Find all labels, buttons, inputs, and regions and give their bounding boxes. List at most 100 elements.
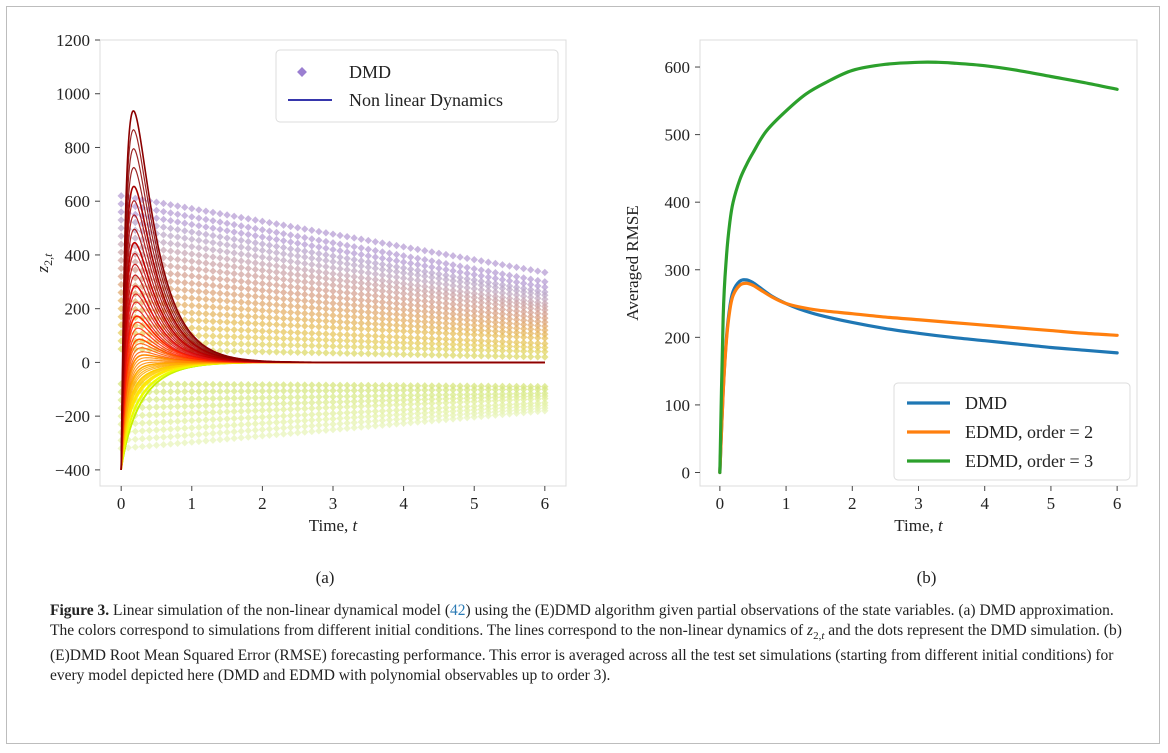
x-tick-label: 4 (980, 494, 989, 513)
dmd-point (534, 334, 542, 342)
dmd-point (336, 349, 344, 357)
dmd-point (202, 380, 210, 389)
dmd-point (541, 407, 549, 415)
dmd-point (308, 410, 316, 419)
dmd-point (216, 303, 224, 312)
dmd-point (173, 240, 182, 249)
dmd-point (209, 296, 217, 304)
y-tick-label: −200 (55, 407, 90, 426)
dmd-point (428, 399, 436, 408)
dmd-point (364, 258, 372, 266)
dmd-point (301, 303, 309, 311)
dmd-point (421, 413, 429, 421)
dmd-point (322, 336, 330, 344)
dmd-point (378, 298, 387, 306)
dmd-point (484, 317, 493, 326)
dmd-point (392, 415, 401, 424)
dmd-point (173, 248, 182, 256)
dmd-point (308, 310, 316, 318)
dmd-point (442, 335, 450, 343)
dmd-point (258, 260, 267, 268)
dmd-point (308, 329, 316, 337)
dmd-series-5 (117, 232, 549, 303)
dmd-series-23 (117, 392, 549, 412)
legend-b-box (893, 382, 1131, 481)
dmd-point (237, 298, 245, 306)
dmd-point (301, 393, 309, 401)
dmd-point (216, 325, 224, 333)
dmd-point (202, 223, 210, 231)
x-tick-label: 6 (1113, 494, 1122, 513)
dmd-point (477, 312, 485, 321)
dmd-point (414, 344, 422, 353)
dmd-point (449, 286, 457, 295)
dmd-point (534, 395, 542, 403)
dmd-point (442, 345, 450, 353)
dmd-point (117, 264, 125, 273)
equation-ref-link[interactable]: 42 (450, 602, 466, 619)
dmd-point (181, 395, 189, 403)
dmd-point (534, 330, 542, 338)
dmd-point (421, 267, 429, 276)
dmd-point (378, 392, 387, 400)
dmd-point (251, 259, 260, 267)
dmd-point (343, 294, 351, 303)
dmd-point (406, 327, 415, 336)
dmd-point (456, 336, 464, 344)
dmd-point (223, 290, 231, 298)
dmd-point (322, 421, 330, 429)
dmd-point (534, 290, 542, 298)
dmd-point (294, 258, 302, 267)
dmd-point (336, 324, 344, 332)
dmd-point (378, 287, 387, 295)
dmd-point (527, 339, 535, 347)
dmd-point (279, 263, 288, 271)
dmd-point (442, 275, 450, 284)
dmd-point (216, 429, 224, 437)
dmd-point (456, 414, 464, 422)
dmd-point (202, 401, 210, 410)
dmd-point (265, 334, 274, 342)
dmd-point (272, 274, 281, 283)
dmd-point (301, 233, 309, 242)
dmd-point (421, 292, 429, 300)
dmd-point (188, 220, 196, 229)
dmd-point (202, 317, 210, 325)
dmd-point (166, 209, 175, 217)
dmd-point (421, 297, 429, 305)
dmd-point (343, 300, 351, 309)
dmd-point (286, 321, 295, 330)
dmd-point (195, 236, 203, 245)
x-tick-label: 0 (117, 494, 126, 513)
dmd-point (385, 255, 394, 264)
dmd-point (456, 410, 464, 419)
x-tick-label: 5 (1047, 494, 1056, 513)
dmd-point (414, 271, 422, 279)
dmd-point (159, 425, 168, 434)
dmd-point (392, 299, 401, 308)
dmd-point (463, 279, 471, 287)
dmd-point (230, 401, 238, 409)
dmd-point (301, 253, 309, 261)
dmd-point (336, 288, 344, 296)
caption-text: and the dots represent the DMD simulatio… (50, 622, 1122, 685)
dmd-point (498, 275, 507, 284)
dmd-point (378, 401, 387, 410)
dmd-point (399, 419, 408, 427)
dmd-point (188, 395, 196, 403)
dmd-point (484, 282, 493, 290)
dmd-point (541, 291, 549, 299)
dmd-point (343, 272, 351, 280)
dmd-point (378, 265, 387, 274)
dmd-point (166, 380, 175, 388)
dmd-point (421, 277, 429, 286)
caption-text: Linear simulation of the non-linear dyna… (109, 602, 451, 619)
dmd-point (364, 280, 372, 288)
dmd-point (371, 422, 380, 430)
dmd-point (463, 288, 471, 297)
dmd-point (244, 333, 252, 341)
dmd-point (315, 381, 323, 389)
dmd-point (442, 386, 450, 394)
dmd-point (279, 328, 288, 336)
